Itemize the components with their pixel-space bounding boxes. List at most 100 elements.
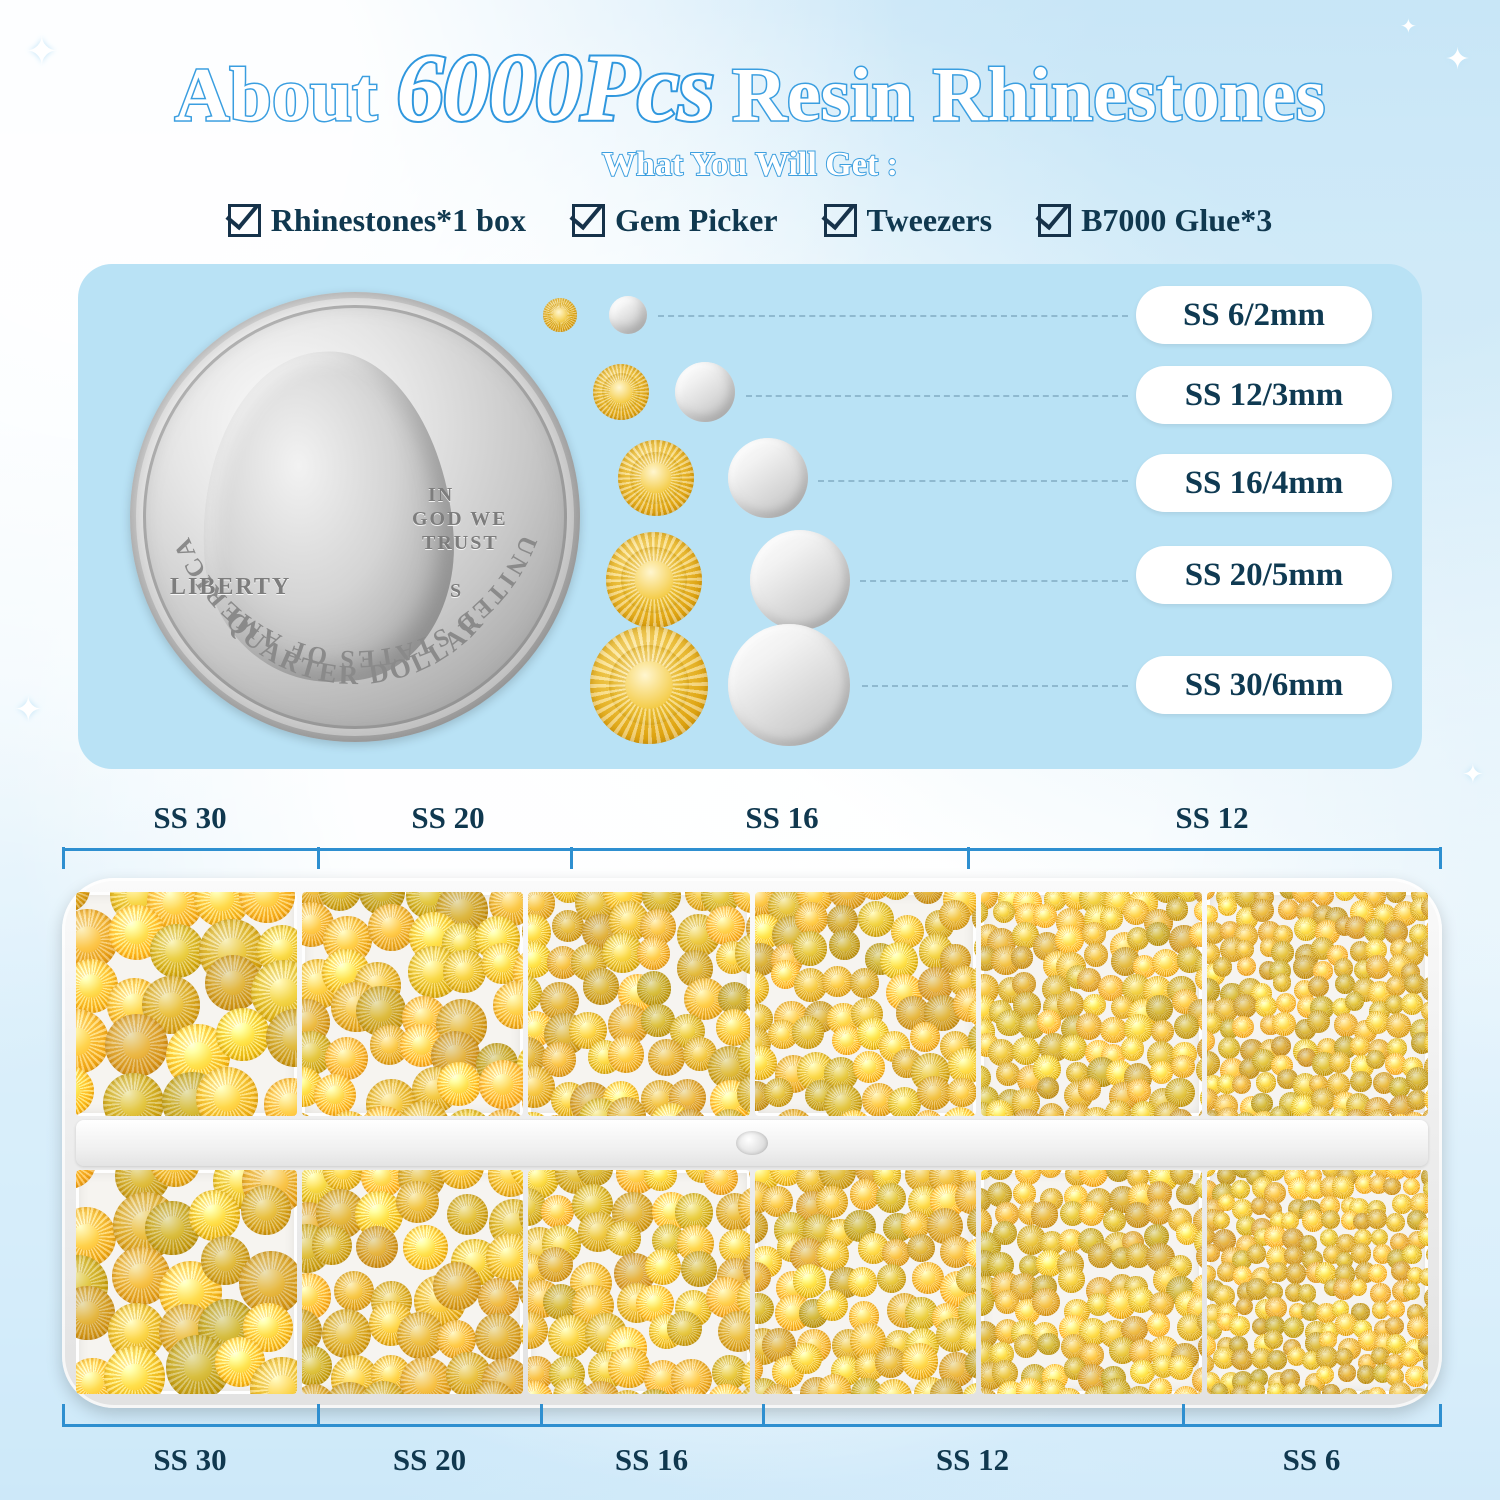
box-latch[interactable] <box>736 1131 768 1155</box>
rhinestone <box>1385 1316 1404 1336</box>
rhinestone <box>712 1108 748 1116</box>
quarter-coin-image: UNITED STATES OF AMERICA QUARTER DOLLAR … <box>130 292 580 742</box>
gem-facet <box>618 440 694 516</box>
rhinestone <box>1172 1385 1200 1394</box>
rhinestone <box>929 1378 963 1394</box>
rhinestone <box>1103 1209 1126 1233</box>
rhinestone <box>582 1380 620 1394</box>
rhinestone <box>1196 1309 1202 1333</box>
coin-mintmark-text: S <box>450 580 464 602</box>
rhinestone <box>1082 993 1106 1017</box>
rhinestone <box>1420 1170 1429 1188</box>
ruler-tick <box>62 847 65 869</box>
rhinestone <box>1272 924 1294 946</box>
rhinestone <box>1255 1072 1277 1093</box>
rhinestone <box>1206 1012 1223 1035</box>
rhinestone <box>996 1062 1021 1086</box>
rhinestone <box>1127 1079 1151 1103</box>
rhinestone <box>1012 972 1037 997</box>
rhinestone <box>1407 1090 1427 1110</box>
rhinestone <box>1267 1382 1285 1394</box>
compartment <box>1206 1170 1429 1394</box>
list-item-label: Tweezers <box>866 202 993 238</box>
rhinestone <box>1417 1336 1429 1355</box>
rhinestone <box>1405 1067 1429 1091</box>
rhinestone <box>959 1325 976 1356</box>
rhinestone <box>1033 903 1057 928</box>
rhinestone <box>816 1186 849 1219</box>
rhinestone <box>1236 1297 1254 1316</box>
gem-facet <box>590 626 708 744</box>
rhinestone <box>1402 1282 1421 1300</box>
rhinestone <box>859 892 890 901</box>
rhinestone <box>636 937 670 971</box>
rhinestone <box>965 1348 976 1380</box>
rhinestone <box>1407 1316 1429 1340</box>
rhinestone <box>851 1377 883 1394</box>
top-scale-label-3: SS 12 <box>1175 800 1249 835</box>
rhinestone <box>1231 1015 1254 1038</box>
rhinestone <box>1389 1113 1412 1116</box>
rhinestone <box>537 1246 574 1283</box>
rhinestone <box>76 1066 95 1116</box>
rhinestone <box>1335 1347 1353 1366</box>
rhinestone <box>324 1036 368 1080</box>
rhinestone <box>707 1384 745 1394</box>
gem-rays <box>618 440 694 516</box>
rhinestone <box>737 1186 750 1228</box>
list-item-label: Rhinestones*1 box <box>270 202 526 238</box>
rhinestone <box>1263 1329 1284 1349</box>
rhinestone <box>1282 1228 1305 1250</box>
rhinestone <box>1189 922 1202 948</box>
rhinestone <box>1269 1106 1290 1116</box>
rhinestone <box>648 1039 685 1076</box>
rhinestone <box>973 933 976 964</box>
rhinestone <box>995 1009 1023 1037</box>
size-label-text: SS 6/2mm <box>1182 296 1326 333</box>
rhinestone <box>513 948 524 996</box>
rhinestone <box>264 1078 298 1116</box>
rhinestone <box>792 931 828 966</box>
rhinestone <box>442 949 486 994</box>
size-dot-ss16 <box>728 438 808 518</box>
rhinestone <box>442 1109 494 1116</box>
rhinestone <box>754 971 770 1006</box>
rhinestone <box>1200 1084 1202 1111</box>
sparkle-icon: ✦ <box>14 692 43 729</box>
rhinestone <box>1235 939 1255 959</box>
coin-liberty-text: LIBERTY <box>170 574 292 600</box>
rhinestone <box>432 1261 482 1310</box>
rhinestone <box>1339 1387 1359 1394</box>
rhinestone <box>1374 1170 1395 1179</box>
subtitle: What You Will Get : <box>601 145 899 184</box>
rhinestone <box>1385 994 1405 1014</box>
rhinestone <box>681 1251 718 1287</box>
rhinestone <box>1386 892 1406 903</box>
rhinestone <box>313 1073 357 1116</box>
rhinestone <box>1322 1383 1340 1394</box>
rhinestone <box>1039 1170 1063 1178</box>
rhinestone <box>1120 1037 1145 1062</box>
list-item-label: Gem Picker <box>614 202 778 238</box>
rhinestone <box>1283 1382 1301 1394</box>
rhinestone <box>368 904 415 951</box>
rhinestone <box>1232 993 1258 1019</box>
rhinestone <box>965 1238 976 1269</box>
rhinestone <box>1334 1013 1358 1037</box>
rhinestone <box>1388 1076 1410 1099</box>
rhinestone <box>302 1383 335 1394</box>
rhinestone <box>1370 1228 1389 1247</box>
rhinestone <box>1014 1333 1039 1358</box>
rhinestone <box>438 1170 484 1189</box>
leader-line-ss30 <box>862 685 1128 687</box>
rhinestone <box>606 1221 641 1256</box>
rhinestone <box>1191 1367 1202 1394</box>
rhinestone <box>398 1100 451 1116</box>
rhinestone <box>1148 1377 1173 1394</box>
rhinestone <box>1365 1010 1389 1034</box>
rhinestone <box>1313 892 1335 906</box>
rhinestone <box>1206 1244 1220 1262</box>
rhinestone <box>356 1226 399 1269</box>
rhinestone <box>792 1264 827 1299</box>
